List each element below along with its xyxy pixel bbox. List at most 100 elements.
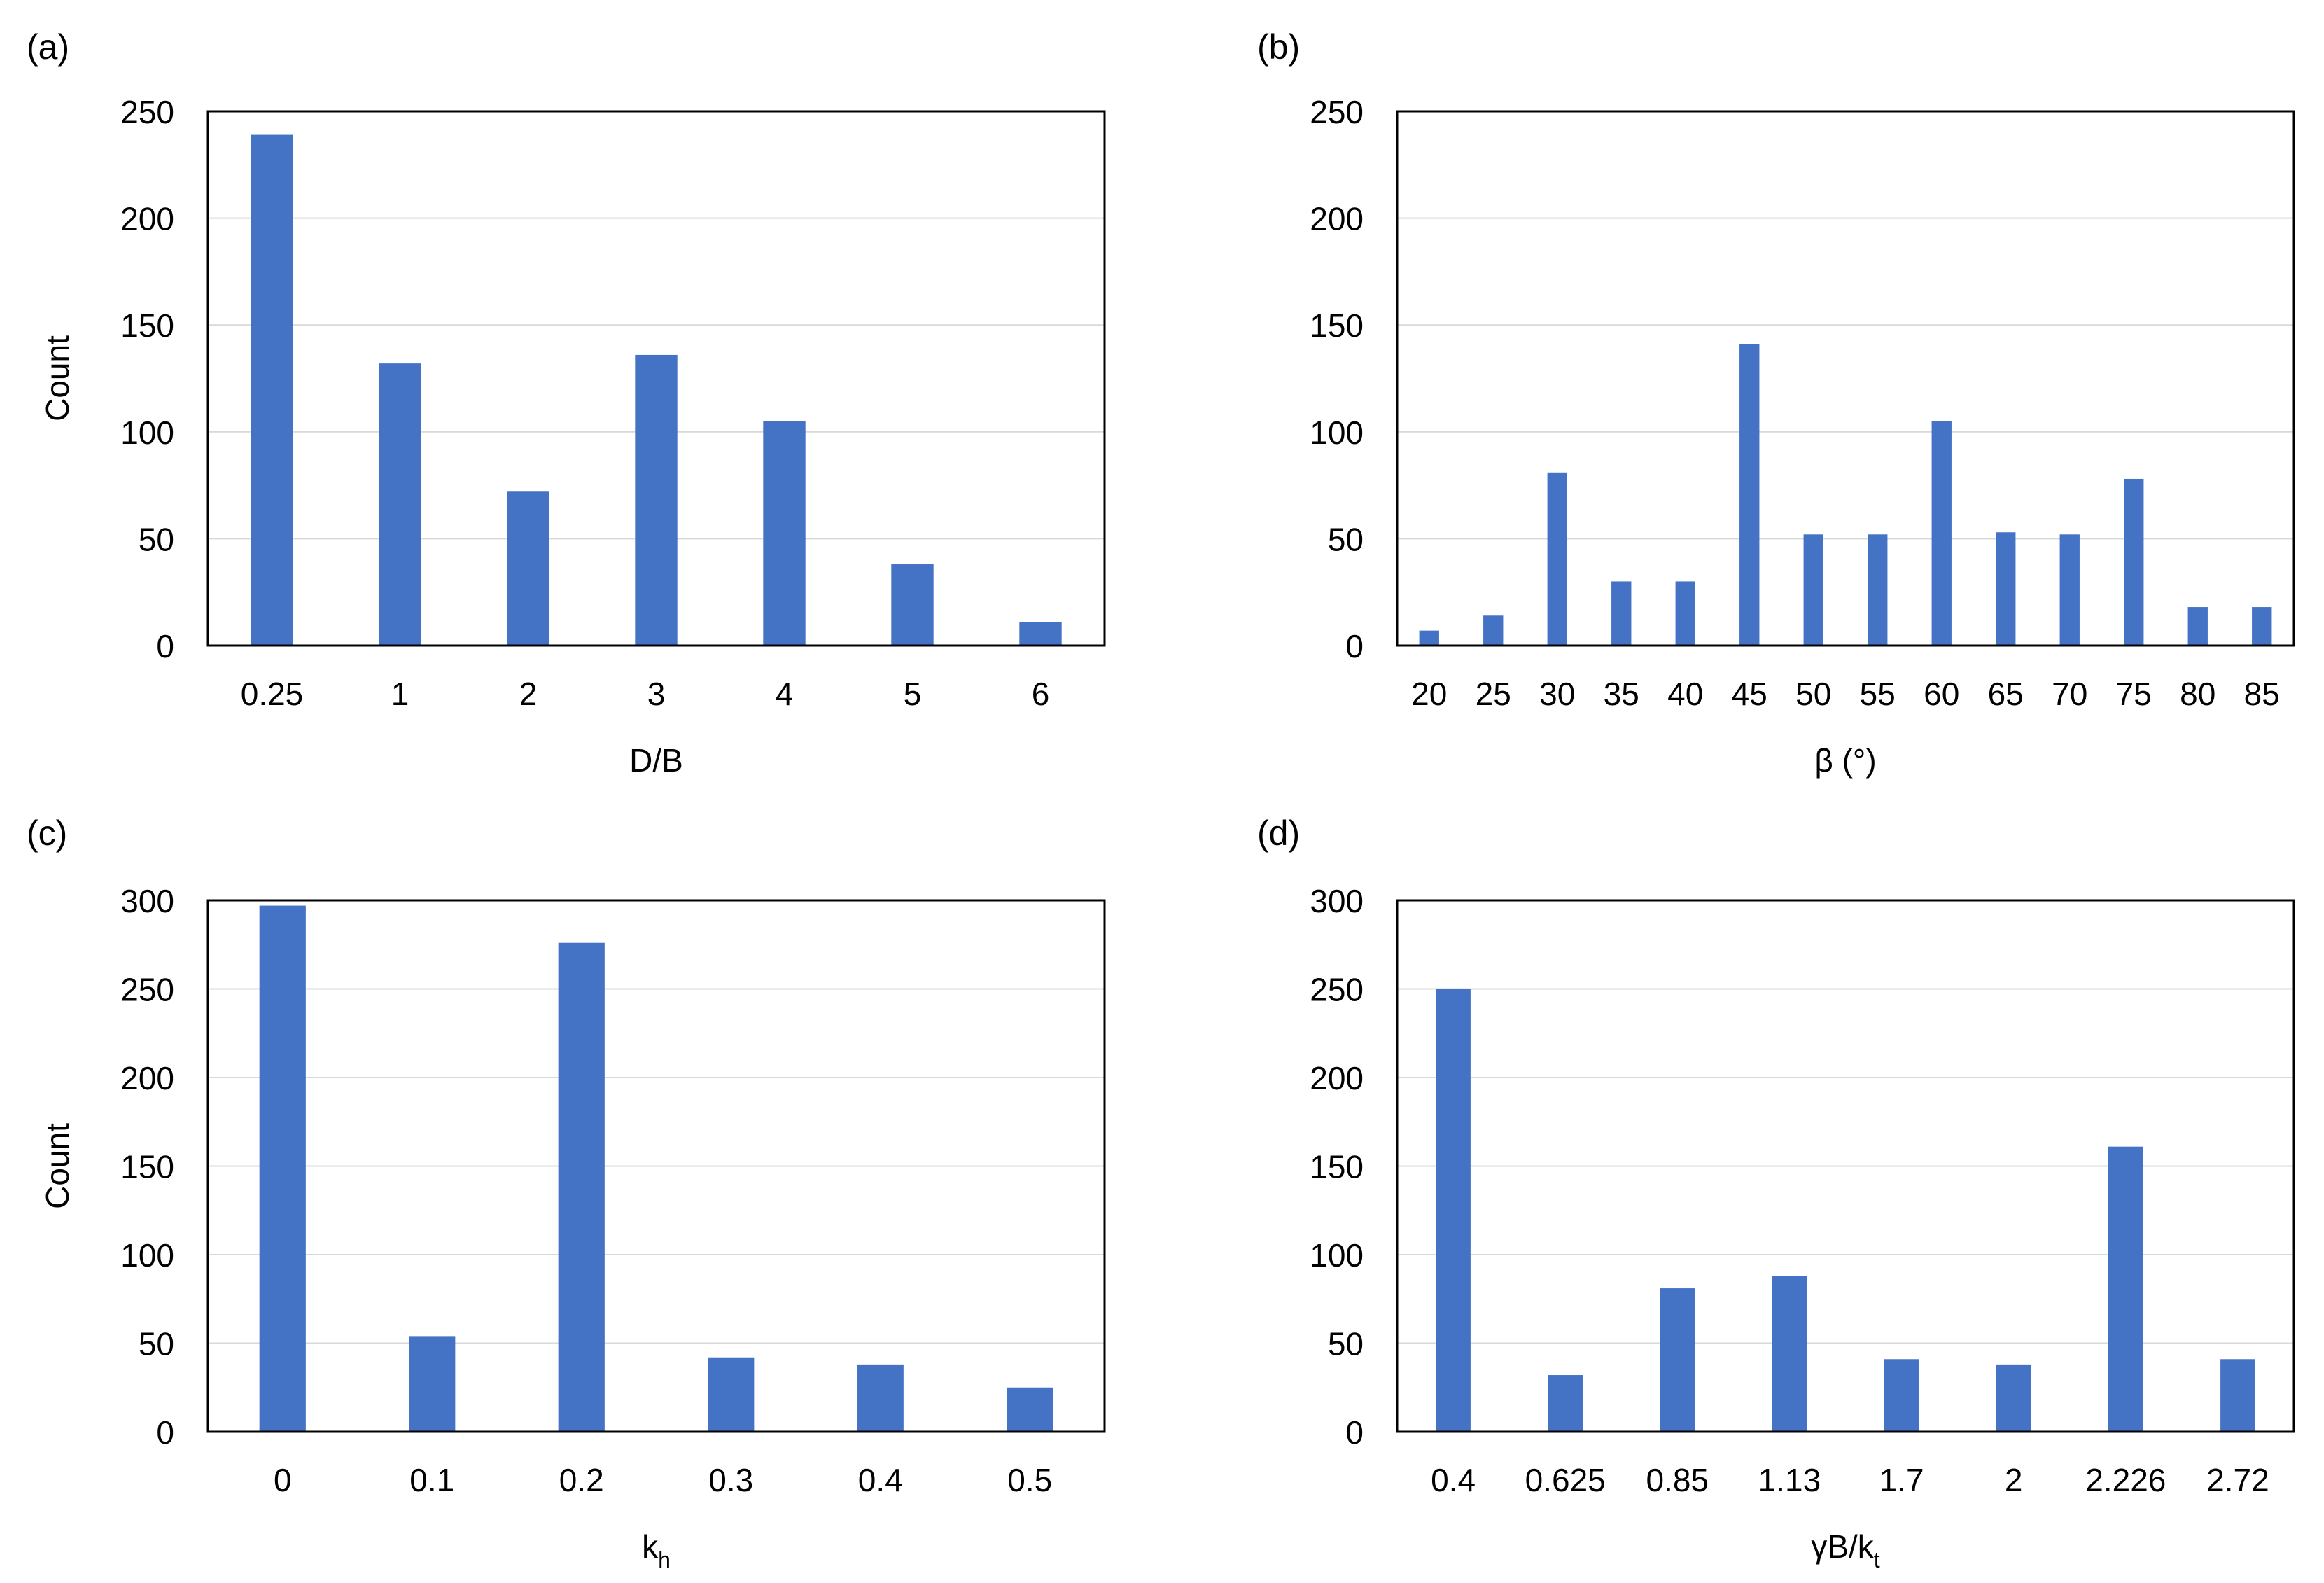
panel-d-xlabel: γB/kt [1811,1528,1879,1572]
panel-a-bar-4 [763,421,806,646]
panel-a-ytick-label: 50 [139,521,174,557]
panel-c-label: (c) [27,814,67,853]
panel-b-xtick-label: 55 [1860,676,1896,712]
panel-c-xlabel-main: k [642,1528,659,1565]
panel-b-xtick-label: 45 [1732,676,1768,712]
panel-d-xlabel-main: γB/k [1811,1528,1874,1565]
panel-d-ytick-label: 100 [1310,1237,1364,1274]
panel-d-bar-0.4 [1436,989,1471,1432]
panel-b-bar-35 [1611,581,1632,646]
panel-b-xlabel: β (°) [1814,742,1876,779]
panel-c-plot-frame [206,899,1106,1433]
panel-b-bar-40 [1675,581,1695,646]
panel-c-xtick-label: 0.5 [1007,1462,1052,1498]
panel-b-ytick-label: 50 [1328,521,1364,557]
panel-c-bar-0.5 [1007,1387,1054,1432]
panel-a-ylabel: Count [39,335,76,421]
panel-d-xtick-label: 2 [2005,1462,2023,1498]
panel-d-xtick-label: 2.226 [2085,1462,2166,1498]
panel-c-bar-0.2 [558,942,605,1432]
panel-a-ytick-label: 250 [120,94,174,130]
panel-c-ytick-label: 250 [120,972,174,1008]
panel-b-bar-45 [1740,344,1760,646]
panel-c-xtick-label: 0.1 [410,1462,454,1498]
panel-d-xtick-label: 2.72 [2206,1462,2269,1498]
panel-a-ytick-label: 0 [156,628,174,664]
panel-a-label: (a) [27,27,69,67]
panel-a-ytick-label: 200 [120,201,174,237]
panel-c-ytick-label: 150 [120,1149,174,1185]
panel-b-bar-70 [2059,534,2080,646]
panel-a-xtick-label: 5 [904,676,922,712]
panel-d-bar-2.72 [2220,1359,2255,1432]
panel-b-bar-65 [1996,532,2016,646]
panel-b-bar-25 [1483,615,1504,646]
panel-b-bar-85 [2252,607,2272,646]
panel-b-xtick-label: 80 [2180,676,2216,712]
panel-b-xtick-label: 25 [1476,676,1511,712]
panel-a-xlabel: D/B [629,742,683,779]
panel-d-label: (d) [1257,814,1300,853]
panel-d-xtick-label: 1.13 [1758,1462,1821,1498]
panel-c-xtick-label: 0.2 [559,1462,604,1498]
panel-c-bar-0.4 [857,1364,904,1432]
panel-d-xtick-label: 0.4 [1431,1462,1476,1498]
panel-b-bar-55 [1868,534,1888,646]
panel-b-xtick-label: 60 [1924,676,1959,712]
panel-c-xlabel: kh [642,1528,671,1572]
panel-a-xtick-label: 1 [391,676,410,712]
panel-d-bar-1.7 [1884,1359,1919,1432]
panel-a-xtick-label: 0.25 [241,676,304,712]
panel-b-label: (b) [1257,27,1300,67]
panel-b-xtick-label: 75 [2116,676,2152,712]
panel-b-bar-50 [1803,534,1823,646]
panel-d-ytick-label: 250 [1310,972,1364,1008]
panel-b-xlabel-main: β (°) [1814,742,1876,779]
panel-a-xlabel-main: D/B [629,742,683,779]
panel-d-ytick-label: 300 [1310,883,1364,919]
panel-b-bar-80 [2188,607,2208,646]
panel-d-plot-frame [1396,899,2295,1433]
panel-d-ytick-label: 150 [1310,1149,1364,1185]
panel-c-bar-0.3 [708,1357,755,1432]
panel-c-xtick-label: 0.3 [708,1462,753,1498]
panel-c-xtick-label: 0 [274,1462,292,1498]
panel-b-bar-30 [1547,472,1567,646]
panel-b-ytick-label: 250 [1310,94,1364,130]
panel-d-ytick-label: 0 [1345,1414,1364,1451]
panel-d-bar-0.625 [1548,1375,1583,1432]
panel-b-xtick-label: 65 [1988,676,2024,712]
panel-c-bar-0.1 [409,1336,456,1432]
panel-b-xtick-label: 40 [1667,676,1703,712]
panel-c-ytick-label: 100 [120,1237,174,1274]
panel-c-ytick-label: 300 [120,883,174,919]
panel-c-ylabel: Count [39,1123,76,1209]
panel-d-xlabel-subscript: t [1874,1547,1880,1572]
panel-a-ytick-label: 100 [120,414,174,451]
panel-a-bar-0.25 [251,134,293,646]
panel-d-bar-1.13 [1772,1276,1807,1432]
panel-c-ytick-label: 50 [139,1326,174,1362]
panel-d-ytick-label: 50 [1328,1326,1364,1362]
panel-b-ytick-label: 0 [1345,628,1364,664]
panel-d-ytick-label: 200 [1310,1060,1364,1096]
panel-b-bar-75 [2124,478,2144,646]
panel-a-bar-3 [635,354,678,646]
panel-b-xtick-label: 50 [1795,676,1831,712]
panel-b-xtick-label: 70 [2052,676,2087,712]
panel-a-bar-5 [891,564,934,646]
panel-b-ytick-label: 100 [1310,414,1364,451]
panel-b-ytick-label: 200 [1310,201,1364,237]
panel-b-ytick-label: 150 [1310,307,1364,344]
panel-d-xtick-label: 0.625 [1525,1462,1606,1498]
panel-b-bar-20 [1419,630,1439,646]
panel-b-xtick-label: 30 [1539,676,1575,712]
panel-a-xtick-label: 4 [776,676,794,712]
panel-c-xtick-label: 0.4 [858,1462,903,1498]
panel-d-bar-2 [1996,1364,2031,1432]
panel-c-xlabel-subscript: h [658,1547,671,1572]
panel-b-xtick-label: 35 [1604,676,1639,712]
panel-b-bar-60 [1931,421,1952,646]
panel-a-xtick-label: 3 [648,676,666,712]
